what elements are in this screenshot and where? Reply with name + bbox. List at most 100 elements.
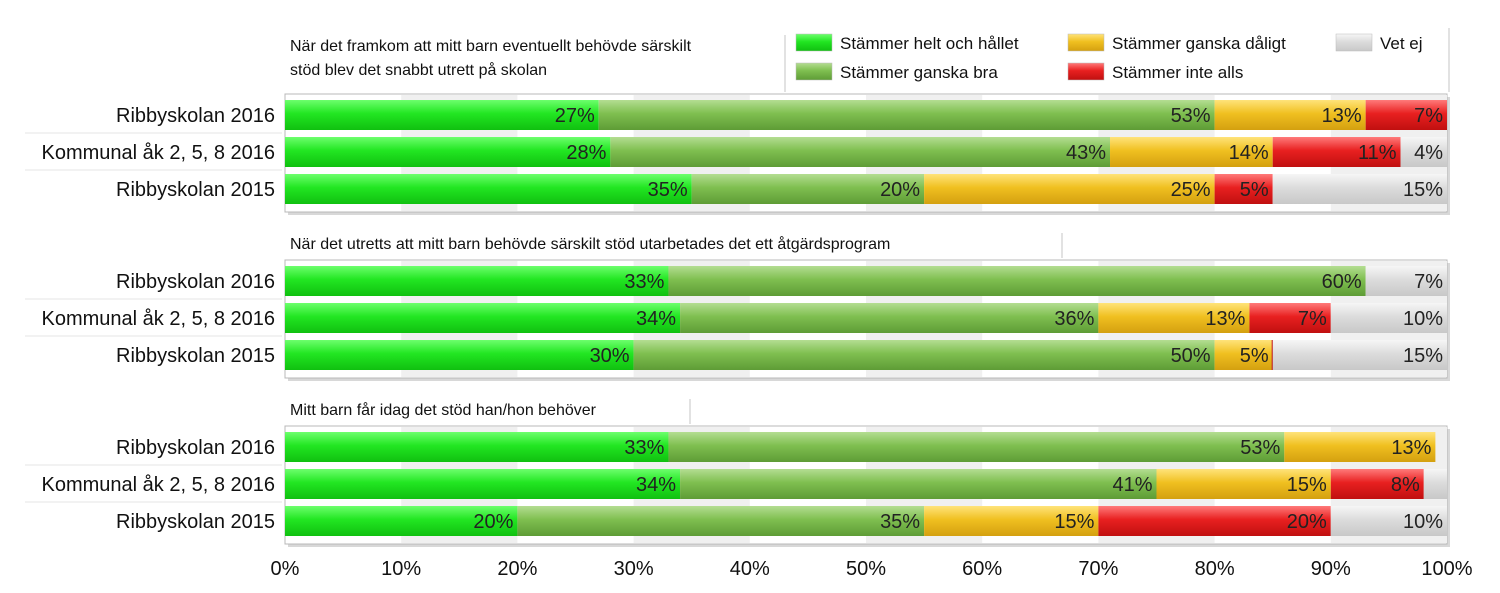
bar-segment <box>1365 266 1447 296</box>
data-label: 28% <box>566 142 606 164</box>
data-label: 34% <box>636 308 676 330</box>
bar-segment <box>598 100 1215 130</box>
bar-segment <box>1400 137 1447 167</box>
legend-swatch <box>795 62 833 81</box>
bar-segment <box>1272 137 1401 167</box>
data-label: 20% <box>1287 511 1327 533</box>
panel-1: När det framkom att mitt barn eventuellt… <box>25 35 1450 215</box>
data-label: 13% <box>1322 105 1362 127</box>
data-label: 7% <box>1414 271 1443 293</box>
x-tick-label: 100% <box>1421 558 1472 580</box>
data-label: 50% <box>1171 345 1211 367</box>
bar-segment <box>1330 303 1447 333</box>
data-label: 35% <box>880 511 920 533</box>
bar-segment <box>1330 469 1424 499</box>
x-tick-label: 60% <box>962 558 1002 580</box>
bar-segment <box>1249 303 1331 333</box>
bar-segment <box>1330 506 1447 536</box>
data-label: 33% <box>624 437 664 459</box>
data-label: 27% <box>555 105 595 127</box>
bar-segment <box>668 432 1285 462</box>
bar-segment <box>1098 506 1331 536</box>
bar-segment <box>285 469 681 499</box>
data-label: 20% <box>473 511 513 533</box>
bar-segment <box>285 100 599 130</box>
data-label: 34% <box>636 474 676 496</box>
bar-segment <box>517 506 925 536</box>
bar-segment <box>1098 303 1250 333</box>
panel-2: När det utretts att mitt barn behövde sä… <box>25 233 1450 381</box>
category-label: Ribbyskolan 2016 <box>116 105 275 127</box>
legend-entry: Stämmer ganska bra <box>840 63 998 82</box>
data-label: 10% <box>1403 308 1443 330</box>
category-label: Kommunal åk 2, 5, 8 2016 <box>42 308 275 330</box>
data-label: 35% <box>648 179 688 201</box>
data-label: 4% <box>1414 142 1443 164</box>
data-label: 60% <box>1322 271 1362 293</box>
panel-title: Mitt barn får idag det stöd han/hon behö… <box>290 401 597 419</box>
legend-swatch <box>1335 33 1373 52</box>
bar-segment <box>1214 174 1273 204</box>
bar-segment <box>680 469 1157 499</box>
category-label: Ribbyskolan 2015 <box>116 179 275 201</box>
x-tick-label: 20% <box>497 558 537 580</box>
data-label: 15% <box>1403 179 1443 201</box>
bar-segment <box>285 137 611 167</box>
x-tick-label: 0% <box>271 558 300 580</box>
bar-segment <box>285 506 518 536</box>
legend-swatch <box>1067 62 1105 81</box>
panel-title: När det utretts att mitt barn behövde sä… <box>290 235 890 253</box>
legend-swatch <box>795 33 833 52</box>
bar-segment <box>1423 469 1447 499</box>
x-tick-label: 90% <box>1311 558 1351 580</box>
bar-segment <box>924 174 1215 204</box>
panel-3: Mitt barn får idag det stöd han/hon behö… <box>25 399 1450 547</box>
bar-segment <box>633 340 1215 370</box>
legend-swatch <box>1067 33 1105 52</box>
panel-title: När det framkom att mitt barn eventuellt… <box>290 38 692 55</box>
bar-segment <box>680 303 1099 333</box>
data-label: 15% <box>1403 345 1443 367</box>
bar-segment <box>1214 100 1366 130</box>
x-tick-label: 40% <box>730 558 770 580</box>
data-label: 7% <box>1298 308 1327 330</box>
data-label: 30% <box>590 345 630 367</box>
data-label: 13% <box>1205 308 1245 330</box>
data-label: 7% <box>1414 105 1443 127</box>
data-label: 25% <box>1171 179 1211 201</box>
bar-segment <box>1272 174 1447 204</box>
bar-segment <box>285 174 692 204</box>
panels: När det framkom att mitt barn eventuellt… <box>25 35 1450 547</box>
bar-segment <box>285 432 669 462</box>
data-label: 41% <box>1112 474 1152 496</box>
data-label: 20% <box>880 179 920 201</box>
category-label: Ribbyskolan 2015 <box>116 511 275 533</box>
bar-segment <box>285 340 634 370</box>
bar-segment <box>285 303 681 333</box>
data-label: 53% <box>1240 437 1280 459</box>
data-label: 5% <box>1240 179 1269 201</box>
data-label: 43% <box>1066 142 1106 164</box>
legend-entry: Vet ej <box>1380 34 1423 53</box>
bar-segment <box>285 266 669 296</box>
data-label: 8% <box>1391 474 1420 496</box>
x-tick-label: 50% <box>846 558 886 580</box>
bar-segment <box>924 506 1099 536</box>
bar-segment <box>1156 469 1331 499</box>
legend-entry: Stämmer inte alls <box>1112 63 1243 82</box>
x-tick-label: 30% <box>614 558 654 580</box>
data-label: 5% <box>1240 345 1269 367</box>
x-axis: 0% 10% 20% 30% 40% 50% 60% 70% 80% 90% 100% <box>271 558 1473 580</box>
x-tick-label: 10% <box>381 558 421 580</box>
legend-entry: Stämmer ganska dåligt <box>1112 34 1286 53</box>
category-label: Ribbyskolan 2015 <box>116 345 275 367</box>
bar-segment <box>668 266 1366 296</box>
data-label: 15% <box>1287 474 1327 496</box>
data-label: 15% <box>1054 511 1094 533</box>
bar-segment <box>1284 432 1436 462</box>
x-tick-label: 80% <box>1195 558 1235 580</box>
data-label: 33% <box>624 271 664 293</box>
x-tick-label: 70% <box>1078 558 1118 580</box>
bar-segment <box>1214 340 1273 370</box>
